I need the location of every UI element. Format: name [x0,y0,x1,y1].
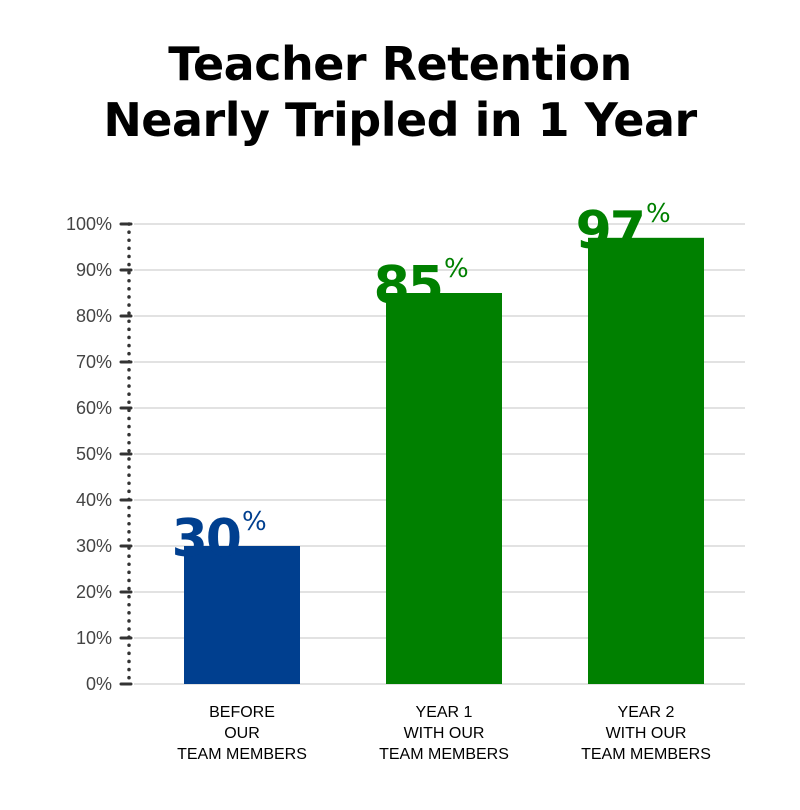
bar-value-label: 30 [172,509,240,569]
x-category-label-line: TEAM MEMBERS [581,746,711,763]
y-tick-label: 40% [76,490,112,510]
y-tick-label: 60% [76,398,112,418]
x-category-label-line: WITH OUR [605,725,687,742]
value-labels: 30 %85 %97% [172,199,671,569]
bar-value-label: 85 [374,256,442,316]
bars [184,237,704,685]
bar-value-percent: % [444,254,469,284]
x-category-label: YEAR 2 WITH OUR TEAM MEMBERS [546,702,746,765]
chart-title: Teacher Retention Nearly Tripled in 1 Ye… [0,36,800,148]
y-tick-label: 10% [76,628,112,648]
x-category-label: BEFORE OUR TEAM MEMBERS [142,702,342,765]
x-category-label-line: TEAM MEMBERS [177,746,307,763]
bar [588,237,704,685]
x-category-label-line: YEAR 1 [415,704,473,721]
y-tick-label: 80% [76,306,112,326]
y-tick-label: 100% [66,214,112,234]
chart-title-line-2: Nearly Tripled in 1 Year [103,93,697,147]
bar-value-label: 97 [576,201,644,261]
bar [386,293,502,684]
x-category-label-line: TEAM MEMBERS [379,746,509,763]
y-axis: 0% 10% 20% 30% 40% 50% 60% 70% 80% 90% 100% [66,214,133,694]
chart-title-line-1: Teacher Retention [168,37,632,91]
y-tick-label: 0% [86,674,112,694]
x-category-label-line: OUR [224,725,260,742]
bar-value-percent: % [646,199,671,229]
y-tick-label: 30% [76,536,112,556]
y-tick-label: 70% [76,352,112,372]
x-category-label-line: BEFORE [209,704,275,721]
y-tick-label: 20% [76,582,112,602]
x-category-label: YEAR 1 WITH OUR TEAM MEMBERS [344,702,544,765]
y-tick-label: 50% [76,444,112,464]
y-tick-label: 90% [76,260,112,280]
x-category-label-line: YEAR 2 [617,704,675,721]
bar [184,546,300,684]
x-category-label-line: WITH OUR [403,725,485,742]
bar-value-percent: % [242,507,267,537]
